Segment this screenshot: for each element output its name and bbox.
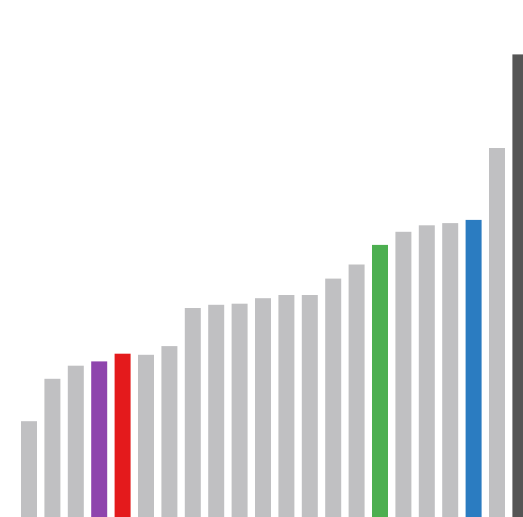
bar-18 bbox=[418, 225, 435, 517]
bar-22 bbox=[512, 54, 523, 517]
bar-14 bbox=[325, 278, 342, 517]
bar-20 bbox=[465, 219, 482, 517]
bar-3 bbox=[67, 365, 84, 517]
bar-2 bbox=[44, 378, 61, 517]
bar-8 bbox=[184, 308, 201, 517]
bar-12 bbox=[278, 295, 295, 517]
bar-15 bbox=[348, 264, 365, 517]
bar-21 bbox=[489, 148, 505, 517]
bar-13 bbox=[301, 295, 318, 517]
bar-11 bbox=[255, 298, 271, 517]
bar-1 bbox=[21, 421, 37, 517]
bar-17 bbox=[395, 231, 412, 517]
bar-16 bbox=[372, 244, 388, 517]
bar-10 bbox=[231, 303, 248, 517]
bar-19 bbox=[442, 223, 459, 517]
bar-4 bbox=[91, 361, 108, 517]
bar-7 bbox=[161, 346, 178, 517]
bar-5 bbox=[114, 353, 131, 517]
bar-6 bbox=[138, 354, 154, 517]
bar-9 bbox=[208, 304, 225, 517]
